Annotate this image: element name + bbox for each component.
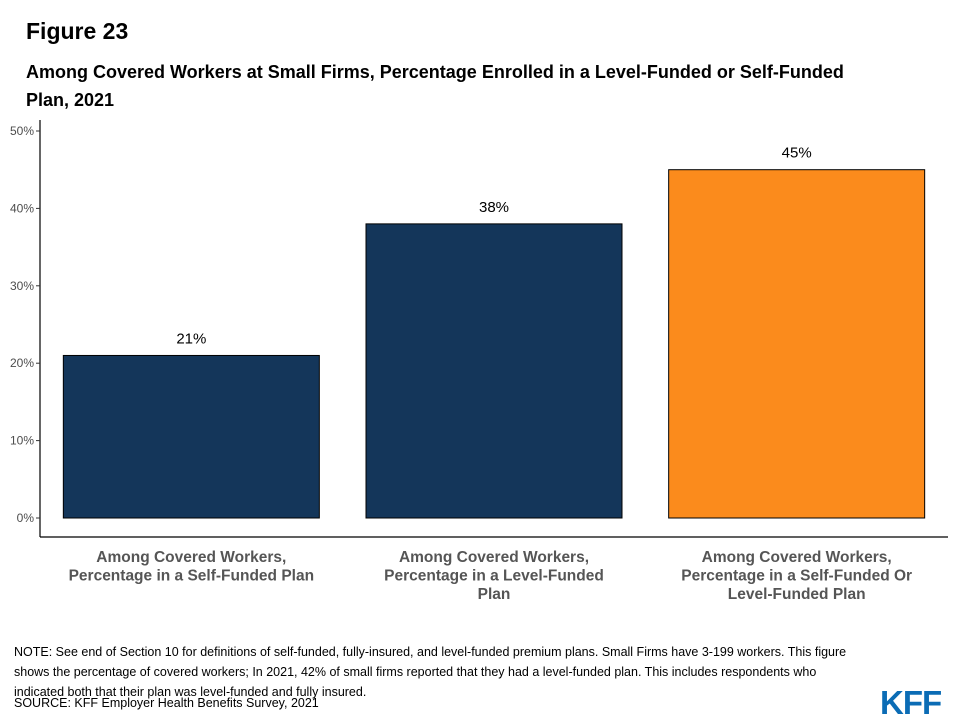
x-category-label: Among Covered Workers, — [702, 549, 892, 566]
y-tick-label: 30% — [10, 279, 34, 293]
bar-data-label: 45% — [782, 145, 812, 162]
kff-logo: KFF — [880, 684, 942, 721]
y-tick-label: 10% — [10, 434, 34, 448]
x-category-label: Plan — [478, 586, 511, 603]
x-category-label: Among Covered Workers, — [399, 549, 589, 566]
bar-data-label: 21% — [176, 330, 206, 347]
x-category-label: Percentage in a Self-Funded Plan — [69, 568, 314, 585]
x-category-label: Among Covered Workers, — [96, 549, 286, 566]
x-category-label: Percentage in a Level-Funded — [384, 568, 604, 585]
y-tick-label: 50% — [10, 124, 34, 138]
source-text: SOURCE: KFF Employer Health Benefits Sur… — [14, 696, 319, 710]
bar — [365, 223, 623, 519]
y-tick-label: 0% — [17, 511, 35, 525]
note-text: NOTE: See end of Section 10 for definiti… — [14, 645, 847, 699]
x-category-label: Level-Funded Plan — [728, 586, 866, 603]
y-tick-label: 20% — [10, 356, 34, 370]
bar — [668, 169, 926, 519]
bar-chart: 0% 10% 20% 30% 40% 50% 21% Among Covered Worker… — [10, 120, 948, 603]
bar — [62, 354, 320, 519]
x-category-label: Percentage in a Self-Funded Or — [681, 568, 912, 585]
chart-title: Among Covered Workers at Small Firms, Pe… — [26, 62, 844, 110]
y-tick-label: 40% — [10, 201, 34, 215]
figure-label: Figure 23 — [26, 18, 129, 44]
bar-data-label: 38% — [479, 199, 509, 216]
